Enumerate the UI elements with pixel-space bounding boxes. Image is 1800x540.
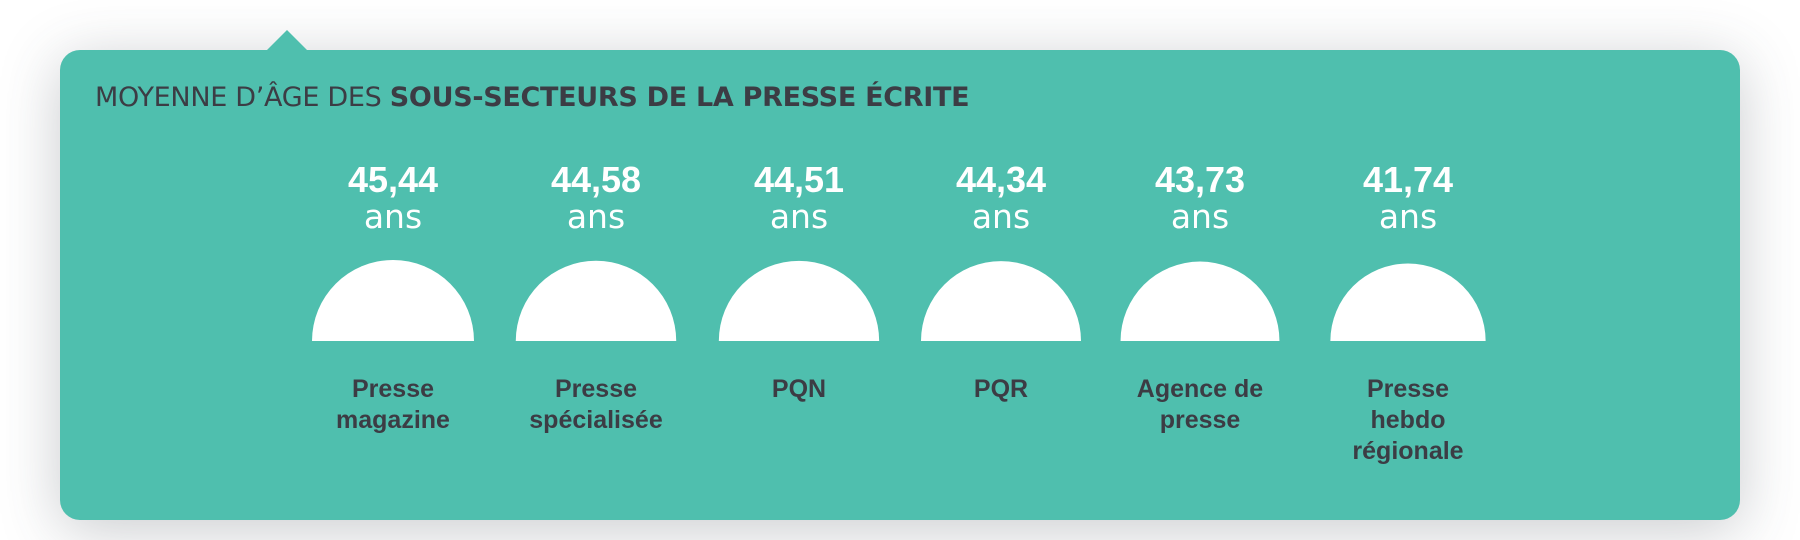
card-pointer	[267, 30, 307, 50]
chart-column: 41,74 ans Presse hebdo régionale	[1308, 159, 1508, 466]
semicircle-mark	[718, 260, 880, 341]
category-label: PQR	[973, 375, 1029, 403]
semicircle-mark	[1330, 263, 1486, 341]
value-label: 41,74	[1362, 159, 1454, 200]
chart-column: 45,44 ans Presse magazine	[293, 159, 493, 435]
unit-label: ans	[566, 197, 626, 236]
category-label: Presse hebdo régionale	[1352, 375, 1464, 465]
unit-label: ans	[1170, 197, 1230, 236]
category-label: PQN	[771, 375, 827, 403]
unit-label: ans	[971, 197, 1031, 236]
semicircle-mark	[920, 261, 1082, 341]
unit-label: ans	[1378, 197, 1438, 236]
value-label: 44,51	[753, 159, 845, 200]
category-label: Presse spécialisée	[529, 375, 663, 434]
chart-title-light: MOYENNE D’ÂGE DES	[95, 82, 390, 113]
category-label: Presse magazine	[336, 375, 450, 434]
semicircle-mark	[312, 260, 474, 341]
value-label: 44,58	[550, 159, 642, 200]
value-label: 45,44	[347, 159, 439, 200]
semicircle-mark	[515, 260, 677, 341]
chart-column: 44,58 ans Presse spécialisée	[496, 159, 696, 435]
semicircle-mark	[1120, 261, 1280, 341]
value-label: 44,34	[955, 159, 1047, 200]
chart-title: MOYENNE D’ÂGE DES SOUS-SECTEURS DE LA PR…	[95, 80, 970, 116]
unit-label: ans	[363, 197, 423, 236]
chart-title-bold: SOUS-SECTEURS DE LA PRESSE ÉCRITE	[389, 82, 970, 113]
chart-column: 44,34 ans PQR	[901, 159, 1101, 404]
chart-column: 43,73 ans Agence de presse	[1100, 159, 1300, 435]
category-label: Agence de presse	[1136, 375, 1264, 434]
unit-label: ans	[769, 197, 829, 236]
value-label: 43,73	[1154, 159, 1246, 200]
chart-column: 44,51 ans PQN	[699, 159, 899, 404]
